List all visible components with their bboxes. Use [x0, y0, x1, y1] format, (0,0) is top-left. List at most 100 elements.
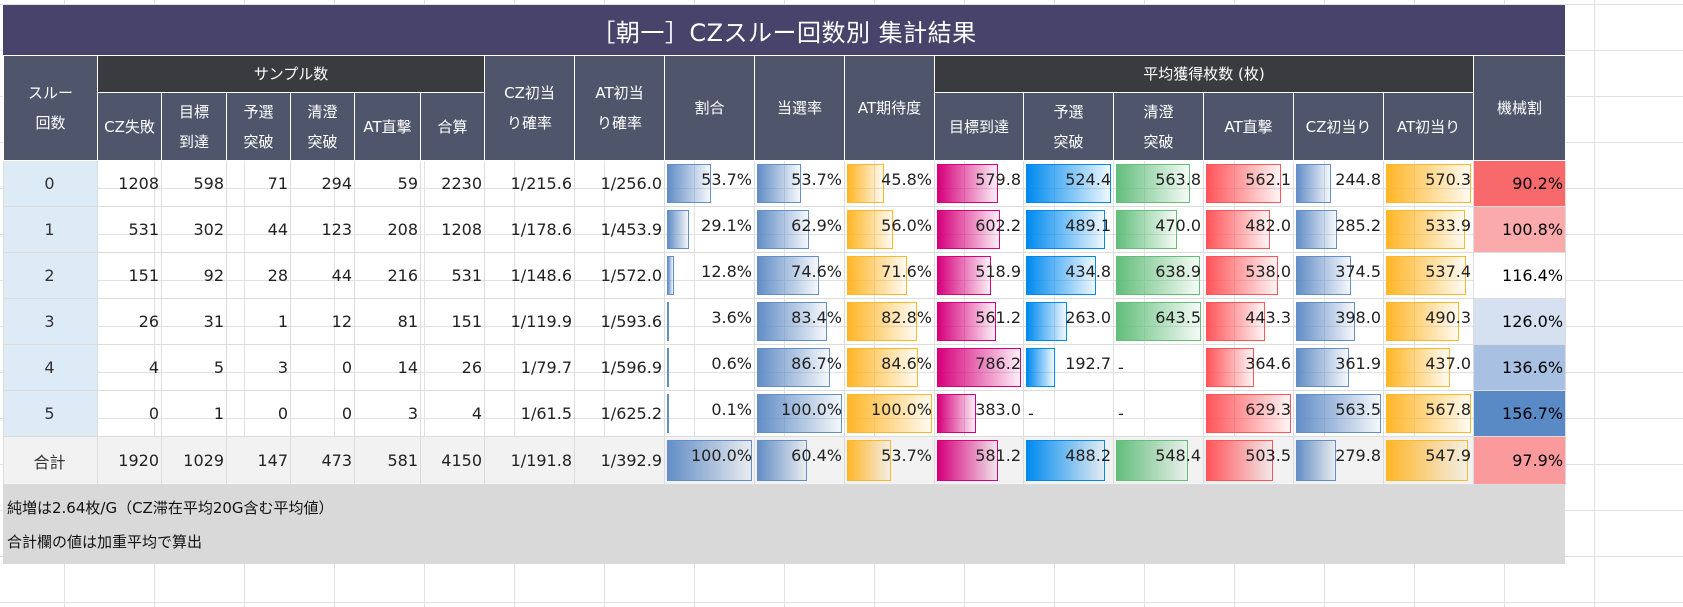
header-cz-rate: CZ初当り確率 — [484, 55, 575, 161]
win-rate: 83.4% — [754, 298, 845, 345]
avg-medals: 579.8 — [934, 160, 1024, 207]
value: 244.8 — [1335, 170, 1381, 189]
cz-rate: 1/79.7 — [484, 344, 575, 391]
header-avg-3: AT直撃 — [1203, 92, 1294, 161]
value: 361.9 — [1335, 354, 1381, 373]
data-bar — [1386, 302, 1459, 341]
avg-medals: 629.3 — [1203, 390, 1294, 437]
value: 56.0% — [881, 216, 932, 235]
data-bar — [667, 440, 752, 481]
ratio: 53.7% — [664, 160, 755, 207]
data-bar — [1206, 256, 1279, 295]
value: 383.0 — [975, 400, 1021, 419]
sample-count: 44 — [226, 206, 291, 253]
avg-medals: 490.3 — [1382, 298, 1475, 345]
sample-count: 1 — [226, 298, 291, 345]
sample-count: 4 — [97, 344, 162, 391]
at-rate: 1/392.9 — [574, 436, 665, 485]
data-bar — [667, 210, 689, 249]
ratio: 0.1% — [664, 390, 755, 437]
data-bar — [667, 302, 669, 341]
sample-count: 5 — [161, 344, 227, 391]
sheet-title: ［朝一］CZスルー回数別 集計結果 — [3, 5, 1565, 55]
value: 398.0 — [1335, 308, 1381, 327]
avg-medals: 547.9 — [1382, 436, 1475, 485]
data-bar — [1206, 210, 1271, 249]
win-rate: 62.9% — [754, 206, 845, 253]
value: 12.8% — [701, 262, 752, 281]
data-bar — [1116, 302, 1201, 341]
header-ratio: 割合 — [664, 55, 755, 161]
sample-count: 26 — [420, 344, 485, 391]
data-bar — [757, 302, 828, 341]
sample-count: 4150 — [420, 436, 485, 485]
data-bar — [667, 256, 675, 295]
sample-count: 4 — [420, 390, 485, 437]
avg-medals: 503.5 — [1203, 436, 1294, 485]
table-row: 4 4 5 3 0 14 26 1/79.7 1/596.9 0.6% 86.7% 84.6% 786.… — [3, 344, 1567, 391]
at-expect: 53.7% — [844, 436, 935, 485]
note-net-gain: 純増は2.64枚/G（CZ滞在平均20G含む平均値） — [7, 499, 334, 517]
data-bar — [1386, 440, 1468, 481]
value: 192.7 — [1065, 354, 1111, 373]
data-bar — [847, 256, 907, 295]
avg-medals: 489.1 — [1023, 206, 1114, 253]
at-rate: 1/625.2 — [574, 390, 665, 437]
value: 84.6% — [881, 354, 932, 373]
data-bar — [1206, 440, 1274, 481]
data-bar — [1026, 256, 1096, 295]
value: 74.6% — [791, 262, 842, 281]
avg-medals: 563.8 — [1113, 160, 1204, 207]
data-bar — [1296, 210, 1338, 249]
value: 279.8 — [1335, 446, 1381, 465]
data-bar — [937, 164, 998, 203]
thru-count: 2 — [3, 252, 98, 299]
thru-count: 合計 — [3, 436, 98, 485]
value: 548.4 — [1155, 446, 1201, 465]
header-thru: スルー回数 — [3, 55, 98, 161]
data-bar — [847, 348, 919, 387]
value: 60.4% — [791, 446, 842, 465]
data-bar — [1206, 164, 1282, 203]
thru-count: 1 — [3, 206, 98, 253]
table-row: 3 26 31 1 12 81 151 1/119.9 1/593.6 3.6% 83.4% 82.8… — [3, 298, 1567, 345]
value: 629.3 — [1245, 400, 1291, 419]
avg-medals: 364.6 — [1203, 344, 1294, 391]
sample-count: 3 — [226, 344, 291, 391]
at-expect: 71.6% — [844, 252, 935, 299]
value: 579.8 — [975, 170, 1021, 189]
header-samples-group: サンプル数 — [97, 55, 485, 93]
avg-medals: 361.9 — [1293, 344, 1384, 391]
value: 488.2 — [1065, 446, 1111, 465]
header-avg-2: 清澄突破 — [1113, 92, 1204, 161]
sample-count: 151 — [97, 252, 162, 299]
cz-rate: 1/215.6 — [484, 160, 575, 207]
at-expect: 82.8% — [844, 298, 935, 345]
value: 434.8 — [1065, 262, 1111, 281]
data-bar — [667, 394, 669, 433]
value: 0.1% — [711, 400, 752, 419]
header-win-rate: 当選率 — [754, 55, 845, 161]
win-rate: 74.6% — [754, 252, 845, 299]
avg-medals: 285.2 — [1293, 206, 1384, 253]
avg-medals: 643.5 — [1113, 298, 1204, 345]
avg-medals: 581.2 — [934, 436, 1024, 485]
avg-medals: 263.0 — [1023, 298, 1114, 345]
value: 53.7% — [881, 446, 932, 465]
value: 547.9 — [1425, 446, 1472, 465]
value: 29.1% — [701, 216, 752, 235]
payout: 97.9% — [1473, 436, 1567, 485]
value: 3.6% — [711, 308, 752, 327]
ratio: 0.6% — [664, 344, 755, 391]
table-row: 0 1208 598 71 294 59 2230 1/215.6 1/256.0 53.7% 53… — [3, 160, 1567, 207]
data-bar — [1386, 394, 1471, 433]
value: 503.5 — [1245, 446, 1291, 465]
avg-medals: 398.0 — [1293, 298, 1384, 345]
data-bar — [1296, 256, 1352, 295]
header-avg-5: AT初当り — [1382, 92, 1475, 161]
header-sample-0: CZ失敗 — [97, 92, 162, 161]
value: 470.0 — [1155, 216, 1201, 235]
avg-medals: 602.2 — [934, 206, 1024, 253]
sample-count: 302 — [161, 206, 227, 253]
avg-medals: 538.0 — [1203, 252, 1294, 299]
